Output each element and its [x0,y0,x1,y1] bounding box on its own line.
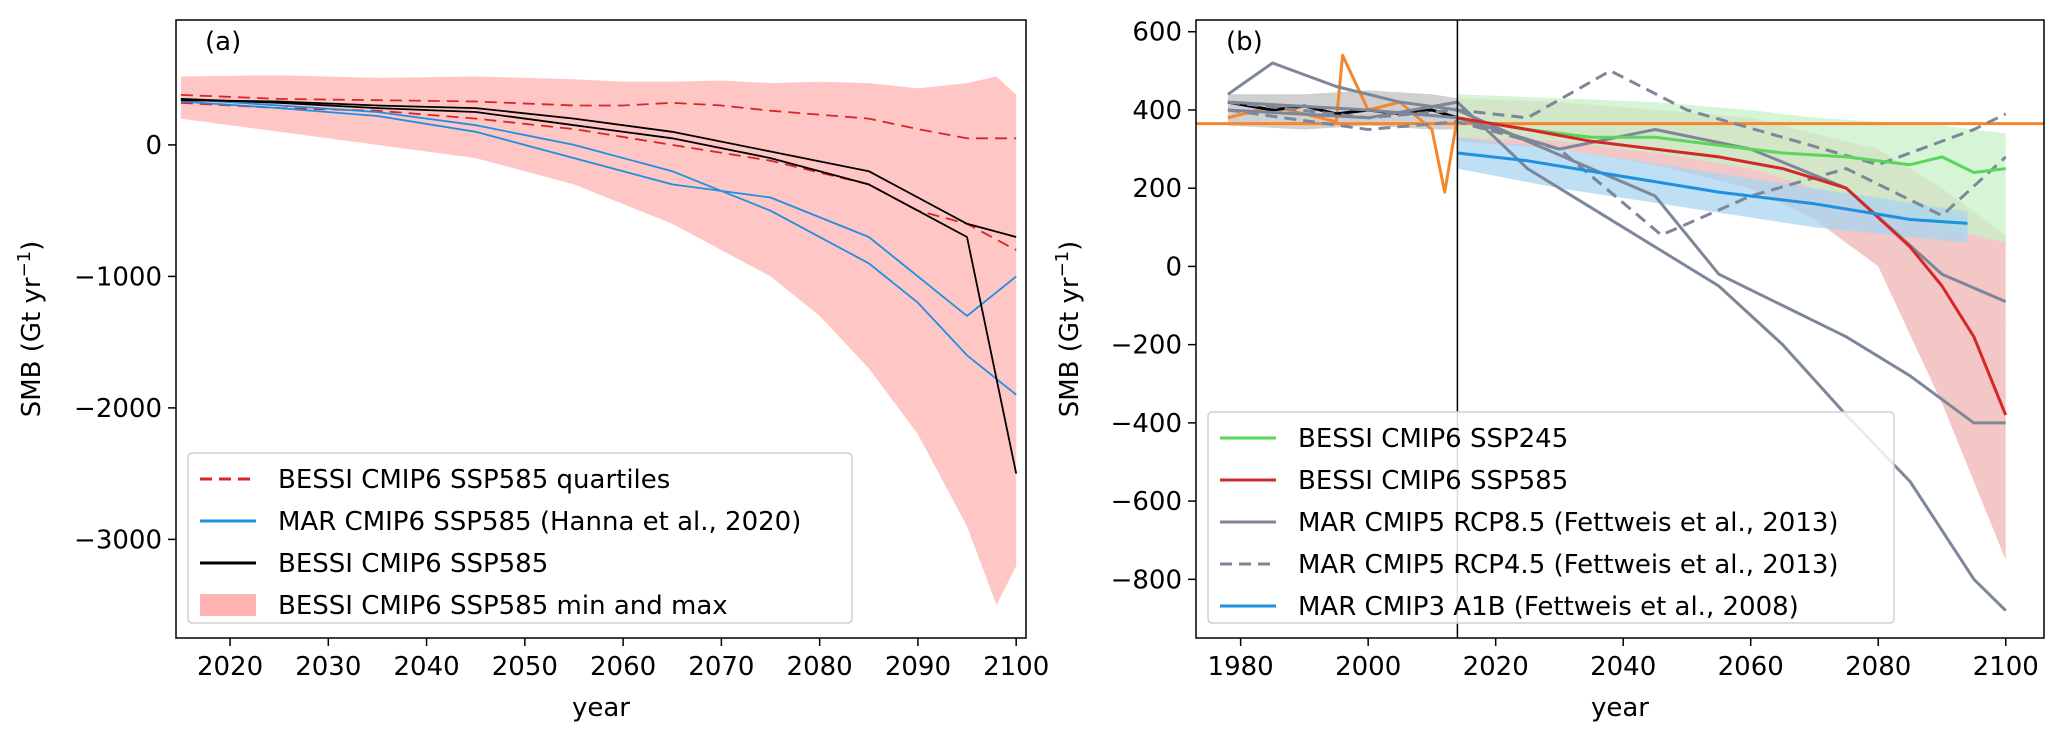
series-bessi-cmip6-ssp585 [180,98,1018,474]
series-mar-cmip6-ssp585-hanna-et-al-2020-member-2 [180,100,1017,317]
x-tick-label: 1980 [1208,652,1274,682]
panel-a-legend: BESSI CMIP6 SSP585 quartiles MAR CMIP6 SS… [187,452,853,624]
x-tick-label: 2060 [1718,652,1784,682]
panel-a-legend-box [187,452,853,624]
panel-a-x-axis-label: year [572,693,630,723]
x-tick-label: 2090 [885,652,951,682]
legend-label: BESSI CMIP6 SSP585 [1298,466,1568,496]
x-tick-label: 2020 [1463,652,1529,682]
x-tick-label: 2060 [590,652,656,682]
panel-b-legend-box [1207,411,1895,624]
y-tick-label: −400 [1111,409,1182,439]
y-tick-label: −800 [1111,565,1182,595]
series-bessi-historical [1227,100,1458,120]
y-tick-label: 200 [1132,174,1182,204]
y-tick-label: −2000 [74,394,162,424]
y-tick-label: −600 [1111,487,1182,517]
series-mar-cmip5-rcp4-5-member-1 [1227,69,2007,167]
legend-label: MAR CMIP6 SSP585 (Hanna et al., 2020) [278,507,801,537]
panel-b-y-axis-label: SMB (Gt yr−1) [1052,241,1085,418]
y-tick-label: −200 [1111,331,1182,361]
y-tick-label: 0 [1165,252,1182,282]
panel-b-y-label-main: SMB (Gt yr [1055,277,1085,417]
series-bessi-cmip6-ssp585-quartiles-upper- [180,94,1017,140]
band-bessi-cmip6-ssp585-min-and-max [180,75,1017,606]
legend-label: MAR CMIP5 RCP8.5 (Fettweis et al., 2013) [1298,508,1839,538]
x-tick-label: 2020 [197,652,263,682]
panel-a-chart: 2020 2030 2040 2050 2060 2070 2080 2090 2100 0 −10… [14,19,1049,723]
legend-label: BESSI CMIP6 SSP245 [1298,424,1568,454]
panel-a-y-label-close: ) [17,241,47,251]
x-tick-label: 2080 [787,652,853,682]
panel-a-plot-area [180,75,1018,606]
series-mar-cmip6-ssp585-hanna-et-al-2020- [180,98,1017,396]
x-tick-label: 2040 [393,652,459,682]
panel-a-y-axis-label: SMB (Gt yr−1) [14,241,47,418]
legend-label: BESSI CMIP6 SSP585 [278,549,548,579]
y-tick-label: 600 [1132,18,1182,48]
series-bessi-cmip6-ssp245 [1457,116,2006,174]
legend-label: BESSI CMIP6 SSP585 quartiles [278,465,670,495]
y-tick-label: −1000 [74,262,162,292]
y-tick-label: 0 [145,131,162,161]
series-mar-cmip5-rcp8-5-member-1 [1227,61,2006,425]
panel-b-plot-area [1196,20,2044,638]
x-tick-label: 2000 [1335,652,1401,682]
series-bessi-cmip6-ssp585-member-2 [180,99,1017,238]
series-bessi-cmip6-ssp585 [1457,116,2008,416]
panel-b-chart: 1980 2000 2020 2040 2060 2080 21006004002000−2… [1052,18,2045,723]
panel-a-label: (a) [205,27,241,57]
panel-a-ticks: 2020 2030 2040 2050 2060 2070 2080 2090 2100 0 −10… [74,131,1049,682]
y-tick-label: 400 [1132,96,1182,126]
panel-b-y-label-exponent: −1 [1052,251,1073,278]
y-tick-label: −3000 [74,525,162,555]
legend-label: MAR CMIP5 RCP4.5 (Fettweis et al., 2013) [1298,550,1839,580]
series-mar-cmip5-rcp4-5-member-2 [1227,108,2007,237]
panel-a-y-label-exponent: −1 [14,251,35,278]
panel-a-frame [175,19,1027,639]
panel-a-y-label-main: SMB (Gt yr [17,277,47,417]
band-bessi-cmip6-ssp245-spread [1457,94,2006,243]
series-mar-cmip3-a1b-fettweis-et-al-2008- [1457,151,1968,225]
x-tick-label: 2100 [1973,652,2039,682]
x-tick-label: 2070 [688,652,754,682]
legend-label: MAR CMIP3 A1B (Fettweis et al., 2008) [1298,592,1799,622]
x-tick-label: 2030 [295,652,361,682]
panel-b-label: (b) [1226,27,1263,57]
panel-b-ticks: 1980 2000 2020 2040 2060 2080 21006004002000−2… [1111,18,2039,682]
panel-b-legend: BESSI CMIP6 SSP245 BESSI CMIP6 SSP585 MAR … [1207,411,1895,624]
panel-b-frame [1195,19,2045,639]
x-tick-label: 2040 [1590,652,1656,682]
panel-b-x-axis-label: year [1591,693,1649,723]
series-mar-cmip5-rcp8-5-member-2 [1227,100,2007,612]
x-tick-label: 2080 [1845,652,1911,682]
panel-b-y-label-close: ) [1055,241,1085,251]
legend-swatch [200,594,256,616]
legend-label: BESSI CMIP6 SSP585 min and max [278,591,728,621]
x-tick-label: 2100 [983,652,1049,682]
x-tick-label: 2050 [492,652,558,682]
